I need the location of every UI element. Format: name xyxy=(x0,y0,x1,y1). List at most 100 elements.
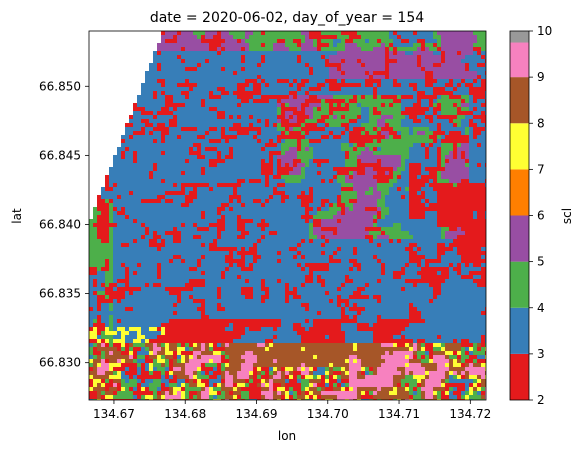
class-cell xyxy=(257,223,269,227)
class-cell xyxy=(373,127,377,131)
class-cell xyxy=(129,379,137,383)
class-cell xyxy=(349,171,353,175)
class-cell xyxy=(337,203,345,207)
class-cell xyxy=(165,103,185,107)
class-cell xyxy=(481,343,485,347)
class-cell xyxy=(125,123,133,127)
class-cell xyxy=(125,271,129,275)
class-cell xyxy=(373,47,385,51)
class-cell xyxy=(137,375,161,379)
class-cell xyxy=(421,347,425,351)
class-cell xyxy=(153,235,161,239)
class-cell xyxy=(397,47,417,51)
class-cell xyxy=(377,243,381,247)
class-cell xyxy=(297,107,301,111)
class-cell xyxy=(189,395,193,399)
class-cell xyxy=(137,331,141,335)
nodata-cell xyxy=(89,111,133,115)
class-cell xyxy=(197,371,201,375)
class-cell xyxy=(409,171,421,175)
class-cell xyxy=(309,191,313,195)
class-cell xyxy=(245,79,257,83)
colorbar-tick-label: 5 xyxy=(537,255,545,269)
class-cell xyxy=(337,395,357,399)
class-cell xyxy=(153,115,157,119)
class-cell xyxy=(257,355,313,359)
class-cell xyxy=(257,75,261,79)
class-cell xyxy=(101,343,105,347)
class-cell xyxy=(329,107,349,111)
class-cell xyxy=(457,359,461,363)
class-cell xyxy=(413,395,421,399)
class-cell xyxy=(301,303,309,307)
class-cell xyxy=(481,383,486,387)
class-cell xyxy=(485,399,486,400)
class-cell xyxy=(241,291,253,295)
class-cell xyxy=(481,275,486,279)
class-cell xyxy=(93,207,97,211)
class-cell xyxy=(289,119,297,123)
class-cell xyxy=(217,363,221,367)
class-cell xyxy=(377,171,385,175)
class-cell xyxy=(421,391,425,395)
class-cell xyxy=(353,171,357,175)
class-cell xyxy=(217,231,221,235)
class-cell xyxy=(233,191,237,195)
class-cell xyxy=(297,43,301,47)
class-cell xyxy=(389,47,393,51)
class-cell xyxy=(233,387,237,391)
class-cell xyxy=(181,203,189,207)
class-cell xyxy=(229,399,233,400)
class-cell xyxy=(185,395,189,399)
colorbar-band xyxy=(510,353,529,400)
class-cell xyxy=(337,287,341,291)
class-cell xyxy=(445,167,469,171)
class-cell xyxy=(369,71,373,75)
class-cell xyxy=(97,207,109,211)
class-cell xyxy=(349,199,357,203)
class-cell xyxy=(325,123,329,127)
class-cell xyxy=(357,191,365,195)
class-cell xyxy=(477,359,486,363)
class-cell xyxy=(409,355,413,359)
class-cell xyxy=(273,367,277,371)
class-cell xyxy=(157,355,161,359)
class-cell xyxy=(161,83,165,87)
class-cell xyxy=(241,395,249,399)
class-cell xyxy=(425,367,437,371)
class-cell xyxy=(381,263,385,267)
class-cell xyxy=(181,351,193,355)
class-cell xyxy=(321,243,325,247)
class-cell xyxy=(405,107,429,111)
class-cell xyxy=(313,323,341,327)
class-cell xyxy=(161,239,165,243)
class-cell xyxy=(217,87,225,91)
class-cell xyxy=(341,211,345,215)
class-cell xyxy=(217,207,225,211)
class-cell xyxy=(477,379,481,383)
class-cell xyxy=(321,31,341,35)
class-cell xyxy=(433,359,449,363)
class-cell xyxy=(253,87,261,91)
class-cell xyxy=(89,239,101,243)
class-cell xyxy=(281,371,285,375)
class-cell xyxy=(309,391,313,395)
class-cell xyxy=(301,147,305,151)
class-cell xyxy=(109,283,117,287)
class-cell xyxy=(301,255,305,259)
class-cell xyxy=(473,131,481,135)
class-cell xyxy=(237,395,241,399)
class-cell xyxy=(473,31,486,35)
class-cell xyxy=(401,399,405,400)
class-cell xyxy=(313,399,317,400)
class-cell xyxy=(253,99,269,103)
class-cell xyxy=(285,283,289,287)
class-cell xyxy=(121,155,125,159)
class-cell xyxy=(357,311,361,315)
colorbar-band xyxy=(510,77,529,124)
class-cell xyxy=(161,151,165,155)
class-cell xyxy=(305,123,317,127)
class-cell xyxy=(433,179,437,183)
class-cell xyxy=(321,55,325,59)
class-cell xyxy=(117,359,121,363)
